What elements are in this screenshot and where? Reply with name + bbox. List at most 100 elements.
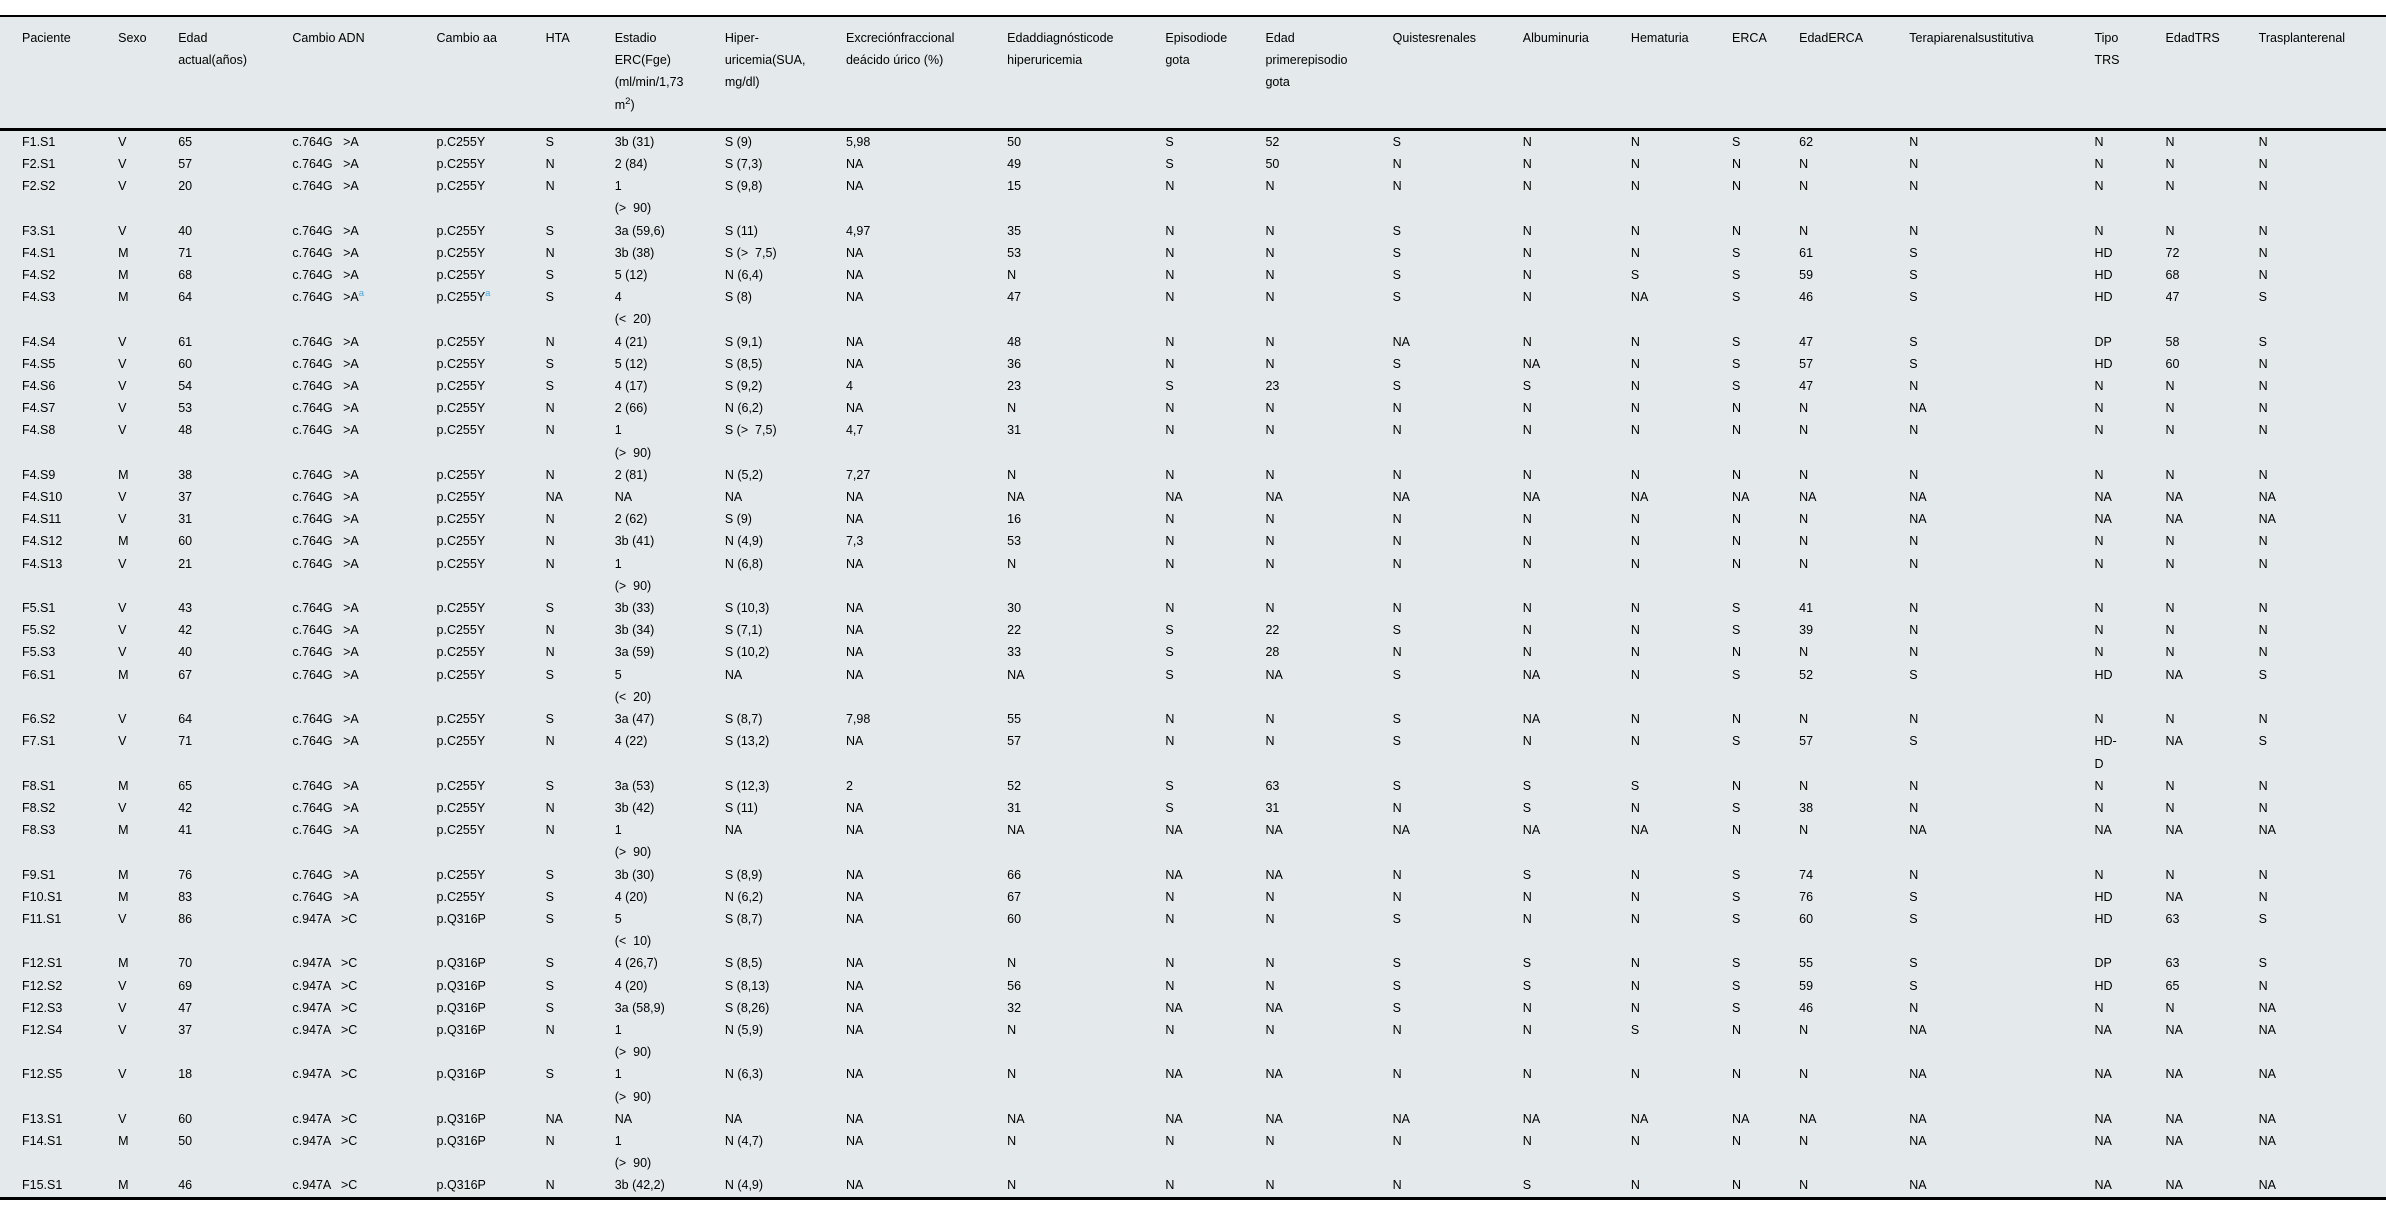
table-row: F3.S1 V 40 c.764G >A p.C255Y S 3a (59,6) S (11)… bbox=[0, 220, 2386, 242]
table-cell: 76 bbox=[1799, 889, 1814, 904]
table-cell: F1.S1 bbox=[22, 134, 56, 149]
table-cell: F4.S11 bbox=[22, 512, 62, 527]
table-cell: NA bbox=[2094, 823, 2112, 838]
table-cell: F2.S2 bbox=[22, 179, 56, 194]
table-row: F4.S11 V 31 c.764G >A p.C255Y N 2 (62) S (9) NA 1… bbox=[0, 508, 2386, 530]
table-cell: NA bbox=[1392, 334, 1411, 349]
table-cell: N bbox=[1165, 1178, 1175, 1193]
table-cell: N bbox=[1630, 223, 1640, 238]
table-cell: N bbox=[1007, 1178, 1017, 1193]
table-cell: N bbox=[2094, 223, 2104, 238]
table-cell: c.764G >A bbox=[292, 512, 359, 527]
table-cell: 50 bbox=[1265, 157, 1280, 172]
table-cell: N bbox=[2094, 778, 2104, 793]
column-header: Cambio aa bbox=[436, 17, 546, 131]
table-cell: 59 bbox=[1799, 268, 1814, 283]
table-cell: 47 bbox=[1799, 379, 1814, 394]
table-cell: N bbox=[1799, 1067, 1809, 1082]
table-cell: c.764G >A bbox=[292, 401, 359, 416]
table-cell: N bbox=[1165, 223, 1175, 238]
table-cell: N bbox=[1630, 534, 1640, 549]
table-row: F6.S2 V 64 c.764G >A p.C255Y S 3a (47) S (8,7) 7… bbox=[0, 708, 2386, 730]
table-cell: S bbox=[1522, 778, 1532, 793]
table-cell: S bbox=[1732, 1000, 1741, 1015]
table-cell: NA bbox=[1165, 1111, 1183, 1126]
table-cell: N bbox=[1630, 179, 1640, 194]
table-cell: N bbox=[1522, 334, 1532, 349]
table-cell: S bbox=[1732, 134, 1741, 149]
table-row: F4.S13 V 21 c.764G >A p.C255Y N 1 (> 90) N (6,8… bbox=[0, 553, 2386, 597]
table-cell: NA bbox=[2258, 1111, 2277, 1126]
table-cell: N bbox=[1265, 1133, 1275, 1148]
table-cell: S bbox=[2258, 956, 2267, 971]
table-cell: N bbox=[2165, 778, 2175, 793]
table-cell: F7.S1 bbox=[22, 734, 56, 749]
table-cell: NA bbox=[1392, 490, 1411, 505]
table-cell: N bbox=[1732, 1178, 1742, 1193]
table-cell: NA bbox=[2258, 823, 2277, 838]
table-cell: N bbox=[2165, 467, 2175, 482]
table-cell: N bbox=[1630, 401, 1640, 416]
table-cell: S bbox=[2258, 734, 2267, 749]
table-cell: NA bbox=[1165, 1067, 1183, 1082]
table-cell: NA bbox=[1732, 1111, 1750, 1126]
table-cell: 66 bbox=[1007, 867, 1022, 882]
table-cell: N bbox=[2258, 712, 2268, 727]
table-cell: HD- D bbox=[2094, 734, 2117, 771]
table-cell: V bbox=[118, 223, 127, 238]
table-cell: NA bbox=[1630, 290, 1649, 305]
table-cell: NA bbox=[1165, 823, 1183, 838]
table-cell: N bbox=[2258, 978, 2268, 993]
table-cell: N bbox=[1007, 467, 1017, 482]
table-cell: V bbox=[118, 1111, 127, 1126]
table-cell: 41 bbox=[178, 823, 193, 838]
table-cell: 1 (> 90) bbox=[614, 1133, 652, 1171]
table-cell: p.C255Y bbox=[436, 223, 486, 238]
table-cell: M bbox=[118, 534, 129, 549]
table-cell: N bbox=[1630, 134, 1640, 149]
table-cell: 64 bbox=[178, 712, 193, 727]
table-cell: HD bbox=[2094, 268, 2113, 283]
table-cell: 71 bbox=[178, 734, 193, 749]
table-cell: 56 bbox=[1007, 978, 1022, 993]
table-cell: p.C255Y bbox=[436, 534, 486, 549]
table-cell: 48 bbox=[178, 423, 193, 438]
table-cell: N bbox=[1007, 1022, 1017, 1037]
table-cell: c.947A >C bbox=[292, 911, 358, 926]
table-cell: N bbox=[1392, 889, 1402, 904]
table-cell: HD bbox=[2094, 911, 2113, 926]
table-cell: N bbox=[545, 245, 555, 260]
table-cell: NA bbox=[1522, 490, 1541, 505]
table-cell: N bbox=[1392, 534, 1402, 549]
table-cell: 31 bbox=[1007, 800, 1022, 815]
table-cell: S bbox=[1909, 667, 1918, 682]
table-row: F8.S2 V 42 c.764G >A p.C255Y N 3b (42) S (11) NA… bbox=[0, 797, 2386, 819]
table-cell: NA bbox=[845, 179, 864, 194]
table-cell: 1 (> 90) bbox=[614, 1067, 652, 1104]
table-cell: 38 bbox=[1799, 800, 1814, 815]
table-cell: N bbox=[1165, 712, 1175, 727]
table-cell: N bbox=[2165, 601, 2175, 616]
table-row: F1.S1 V 65 c.764G >A p.C255Y S 3b (31) S (9) 5,9… bbox=[0, 129, 2386, 153]
column-header: Paciente bbox=[0, 17, 119, 131]
table-cell: V bbox=[118, 734, 127, 749]
table-cell: 67 bbox=[178, 667, 193, 682]
table-cell: 4,7 bbox=[845, 423, 864, 438]
table-cell: NA bbox=[1265, 1067, 1283, 1082]
table-cell: 47 bbox=[2165, 290, 2180, 305]
table-cell: N bbox=[2094, 601, 2104, 616]
table-cell: S bbox=[545, 867, 554, 882]
table-cell: 18 bbox=[178, 1067, 193, 1082]
table-cell: N bbox=[545, 401, 555, 416]
table-cell: p.C255Y bbox=[436, 734, 486, 749]
table-cell: N bbox=[545, 734, 555, 749]
table-cell: NA bbox=[2094, 1133, 2112, 1148]
table-cell: F12.S1 bbox=[22, 956, 63, 971]
table-cell: N bbox=[1007, 556, 1017, 571]
table-cell: N bbox=[1909, 134, 1919, 149]
table-cell: NA bbox=[1909, 1178, 1927, 1193]
table-cell: p.Q316P bbox=[436, 1133, 486, 1148]
table-cell: c.764G >A bbox=[292, 379, 359, 394]
table-cell: N bbox=[1265, 423, 1275, 438]
table-cell: S bbox=[1522, 956, 1532, 971]
